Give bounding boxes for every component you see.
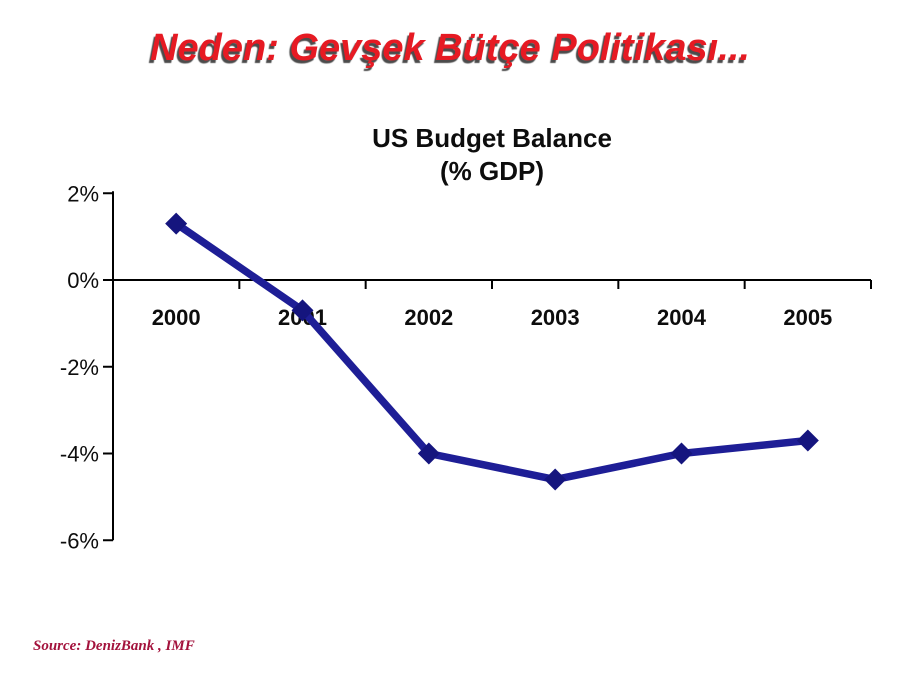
y-tick-label: 2% xyxy=(67,181,99,206)
data-point-marker-2005 xyxy=(796,429,819,452)
chart-title-line1: US Budget Balance xyxy=(372,123,612,153)
source-note: Source: DenizBank , IMF xyxy=(33,638,195,654)
data-point-marker-2002 xyxy=(417,442,440,465)
chart-title: US Budget Balance (% GDP) xyxy=(113,122,871,188)
x-tick-label: 2005 xyxy=(783,305,832,330)
y-tick-label: -6% xyxy=(60,528,99,553)
data-line xyxy=(174,220,809,484)
y-tick-label: -2% xyxy=(60,355,99,380)
x-tick-label: 2003 xyxy=(531,305,580,330)
chart-title-line2: (% GDP) xyxy=(440,156,544,187)
y-tick-label: -4% xyxy=(60,442,99,467)
x-tick-label: 2004 xyxy=(657,305,707,330)
data-point-marker-2000 xyxy=(165,212,188,235)
data-point-marker-2001 xyxy=(291,299,314,322)
y-tick-label: 0% xyxy=(67,268,99,293)
data-point-marker-2003 xyxy=(544,468,567,491)
x-tick-label: 2002 xyxy=(404,305,453,330)
data-point-marker-2004 xyxy=(670,442,693,465)
x-tick-label: 2000 xyxy=(152,305,201,330)
slide-title: Neden: Gevşek Bütçe Politikası... xyxy=(150,27,750,69)
